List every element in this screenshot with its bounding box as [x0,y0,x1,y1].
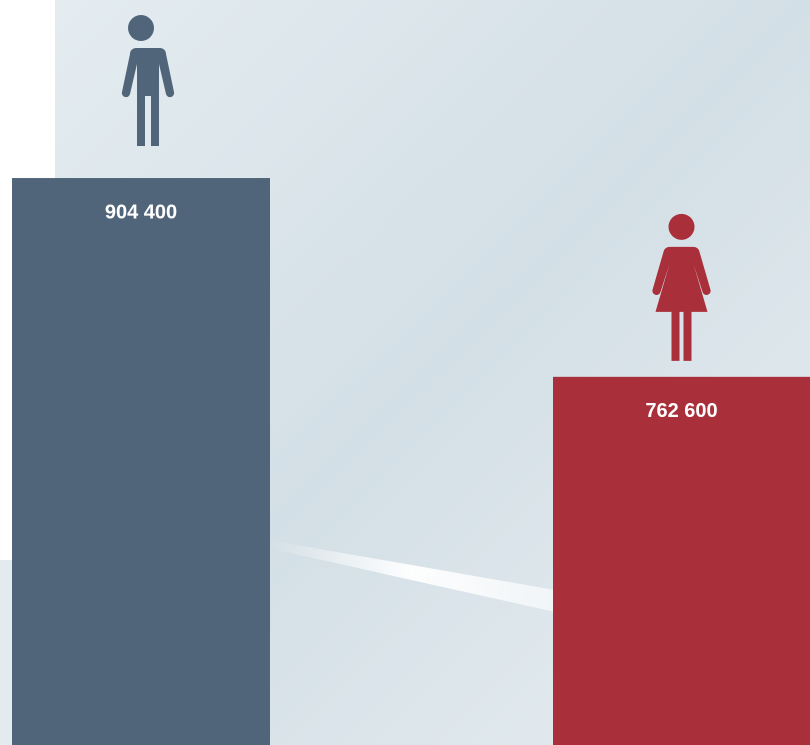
head [128,15,154,42]
value-label: 904 400 [105,201,177,223]
value-label: 762 600 [645,400,717,422]
person-icon [652,213,711,361]
bar [12,178,270,745]
body [121,48,175,147]
body [652,246,711,361]
person-icon [121,15,175,147]
light-streak [268,540,555,612]
bars: 904 400 762 600 [12,15,810,745]
head [668,213,695,240]
bar [553,376,810,745]
